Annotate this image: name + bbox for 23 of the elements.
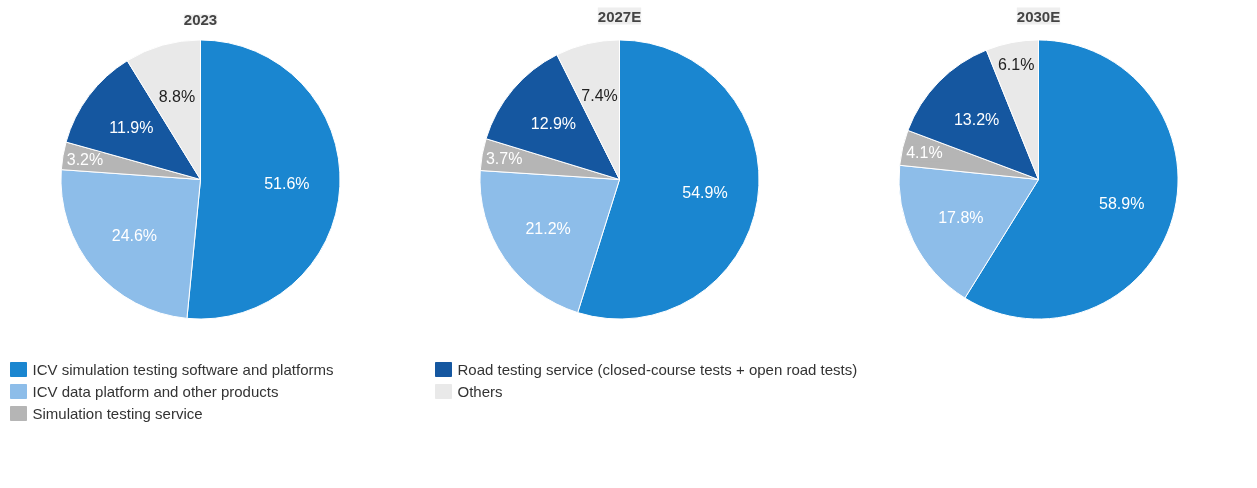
data-label: 54.9% <box>682 184 728 202</box>
chart-title: 2023 <box>183 10 218 28</box>
legend-label: Road testing service (closed-course tests + open road tests) <box>457 361 858 378</box>
data-label: 51.6% <box>264 175 310 193</box>
data-label: 21.2% <box>525 219 571 237</box>
data-label: 6.1% <box>997 55 1035 73</box>
legend-label: Others <box>457 383 503 400</box>
data-label: 3.2% <box>66 151 104 169</box>
data-label: 4.1% <box>906 144 943 162</box>
legend-label: Simulation testing service <box>32 405 203 422</box>
data-label: 17.8% <box>938 209 984 227</box>
chart-title: 2027E <box>597 7 642 25</box>
data-label: 58.9% <box>1099 194 1145 212</box>
legend-label: ICV simulation testing software and platforms <box>32 361 334 378</box>
data-label: 8.8% <box>158 87 196 105</box>
data-label: 11.9% <box>109 119 154 137</box>
data-label: 7.4% <box>581 86 618 104</box>
data-label: 12.9% <box>530 115 577 133</box>
data-label: 13.2% <box>953 110 1000 128</box>
legend-label: ICV data platform and other products <box>32 383 279 400</box>
data-label: 24.6% <box>111 226 158 244</box>
data-label: 3.7% <box>485 149 523 167</box>
chart-title: 2030E <box>1016 7 1061 25</box>
